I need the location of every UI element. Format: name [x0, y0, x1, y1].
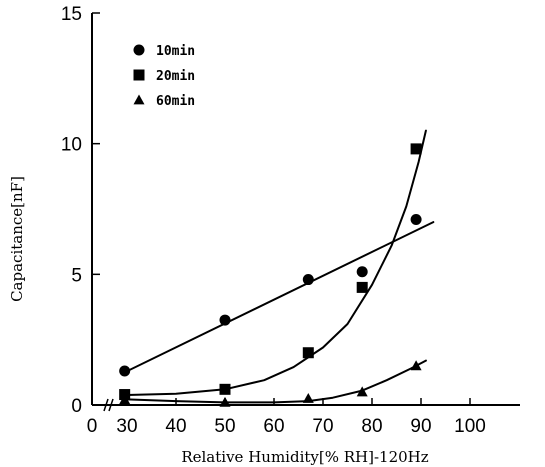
legend-marker-20min	[133, 69, 145, 81]
chart-axes	[91, 13, 520, 412]
legend-label: 10min	[156, 44, 195, 59]
fit-curve-20min	[123, 129, 427, 397]
fit-curve-10min	[123, 221, 435, 374]
x-tick-label: 0	[87, 416, 98, 437]
data-point-20min	[356, 281, 368, 293]
data-point-10min	[356, 266, 368, 278]
chart-legend: 10min 20min 60min	[133, 44, 195, 109]
data-point-60min	[219, 396, 231, 407]
x-tick-label: 80	[361, 416, 382, 437]
axis-break-mark	[103, 398, 109, 412]
chart-markers	[119, 143, 422, 407]
legend-marker-10min	[133, 44, 145, 56]
legend-label: 20min	[156, 69, 195, 84]
y-tick-label: 15	[61, 4, 82, 25]
data-point-60min	[356, 386, 368, 397]
data-point-20min	[219, 383, 231, 395]
y-axis-title: Capacitance[nF]	[8, 176, 26, 302]
y-tick-label: 5	[71, 265, 82, 286]
axis-break-mark	[108, 398, 114, 412]
data-point-10min	[219, 314, 231, 326]
x-tick-label: 50	[214, 416, 235, 437]
data-point-10min	[302, 274, 314, 286]
legend-marker-60min	[133, 94, 145, 105]
x-axis-title: Relative Humidity[% RH]-120Hz	[181, 448, 428, 466]
x-tick-label: 70	[312, 416, 333, 437]
x-tick-label: 40	[165, 416, 186, 437]
data-point-20min	[302, 347, 314, 359]
y-tick-label: 10	[61, 135, 82, 156]
x-tick-label: 60	[263, 416, 284, 437]
x-tick-label: 30	[116, 416, 137, 437]
data-point-10min	[410, 213, 422, 225]
legend-label: 60min	[156, 94, 195, 109]
x-tick-label: 90	[410, 416, 431, 437]
x-tick-label: 100	[454, 416, 486, 437]
data-point-60min	[410, 360, 422, 371]
data-point-60min	[119, 394, 131, 405]
data-point-60min	[302, 392, 314, 403]
y-tick-label: 0	[71, 396, 82, 417]
data-point-20min	[410, 143, 422, 155]
fit-curve-60min	[123, 359, 427, 404]
chart-ticks: 0 30 40 50 60 70 80 90 100 0 5 10 15	[61, 4, 486, 437]
data-point-10min	[119, 365, 131, 377]
chart-fit-curves	[123, 129, 435, 404]
